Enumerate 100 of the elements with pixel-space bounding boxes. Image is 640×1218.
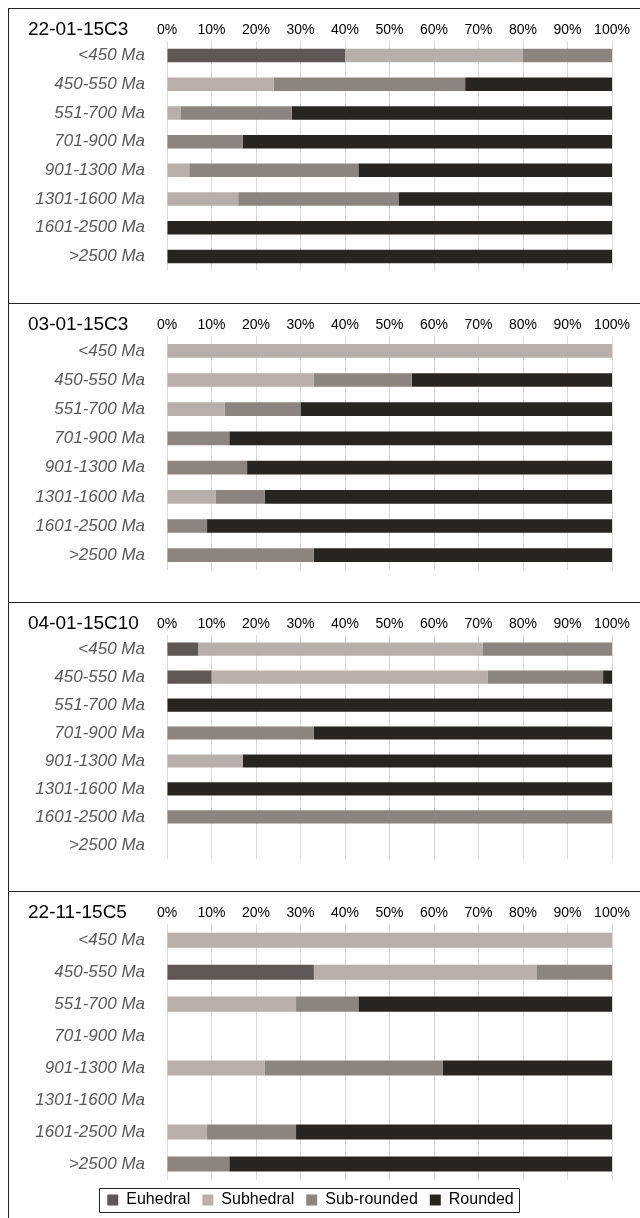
- y-tick-label: 901-1300 Ma: [44, 457, 145, 477]
- bar: [167, 810, 612, 824]
- bar: [167, 670, 212, 684]
- y-tick-label: 450-550 Ma: [54, 961, 145, 981]
- bar: [313, 548, 612, 563]
- x-tick-label: 10%: [197, 903, 226, 920]
- x-tick-label: 30%: [286, 20, 315, 37]
- x-tick-label: 70%: [464, 614, 493, 631]
- bar: [345, 48, 523, 63]
- x-tick-label: 90%: [553, 903, 582, 920]
- chart-title: 22-11-15C5: [28, 901, 127, 923]
- bar: [229, 1156, 612, 1172]
- bar: [167, 489, 216, 504]
- y-tick-label: 1301-1600 Ma: [35, 1089, 145, 1109]
- bar: [167, 642, 199, 656]
- bar: [264, 1060, 443, 1076]
- x-tick-label: 100%: [594, 903, 630, 920]
- x-tick-label: 70%: [464, 315, 493, 332]
- x-tick-label: 30%: [286, 315, 315, 332]
- x-tick-label: 50%: [375, 315, 404, 332]
- bar: [167, 106, 181, 120]
- x-tick-label: 30%: [286, 903, 315, 920]
- bar: [296, 996, 359, 1012]
- bar: [167, 249, 612, 264]
- x-tick-label: 50%: [375, 614, 404, 631]
- bar: [313, 373, 412, 387]
- x-tick-label: 0%: [156, 315, 178, 332]
- x-tick-label: 40%: [330, 903, 360, 920]
- x-tick-label: 30%: [286, 614, 315, 631]
- bar: [167, 221, 612, 235]
- x-tick-label: 80%: [508, 903, 538, 920]
- y-tick-label: 701-900 Ma: [54, 722, 145, 742]
- y-tick-label: 901-1300 Ma: [44, 160, 145, 180]
- bar: [167, 754, 243, 768]
- x-tick-label: 100%: [594, 20, 630, 37]
- y-tick-label: 1601-2500 Ma: [35, 217, 145, 237]
- y-tick-label: 901-1300 Ma: [44, 750, 145, 770]
- x-tick-label: 0%: [156, 20, 178, 37]
- x-tick-label: 60%: [419, 614, 449, 631]
- bar: [229, 431, 612, 446]
- x-tick-label: 20%: [241, 20, 271, 37]
- x-tick-label: 70%: [464, 903, 493, 920]
- bar: [603, 670, 612, 684]
- y-tick-label: <450 Ma: [78, 340, 145, 360]
- bar: [264, 489, 612, 504]
- bar: [167, 698, 612, 712]
- y-tick-label: 450-550 Ma: [54, 666, 145, 686]
- bar: [198, 642, 483, 656]
- bar: [167, 932, 612, 948]
- bar: [207, 1124, 297, 1140]
- bar: [215, 489, 265, 504]
- y-tick-label: 1601-2500 Ma: [35, 1121, 145, 1141]
- x-tick-label: 60%: [419, 20, 449, 37]
- legend-label: Rounded: [448, 1190, 514, 1208]
- x-tick-label: 20%: [241, 614, 271, 631]
- bar: [242, 754, 612, 768]
- x-tick-label: 70%: [464, 20, 493, 37]
- x-tick-label: 60%: [419, 315, 449, 332]
- x-tick-label: 80%: [508, 614, 538, 631]
- bar: [247, 460, 612, 475]
- bar: [411, 373, 612, 387]
- bar: [296, 1124, 612, 1140]
- bar: [167, 726, 314, 740]
- y-tick-label: >2500 Ma: [68, 1153, 145, 1173]
- bar: [167, 163, 190, 178]
- bar: [167, 134, 243, 149]
- y-tick-label: <450 Ma: [78, 638, 145, 658]
- bar: [536, 964, 612, 980]
- y-tick-label: 551-700 Ma: [54, 398, 145, 418]
- x-tick-label: 20%: [241, 315, 271, 332]
- bar: [273, 77, 466, 91]
- y-tick-label: 701-900 Ma: [54, 428, 145, 448]
- y-tick-label: 551-700 Ma: [54, 694, 145, 714]
- bar: [523, 48, 612, 63]
- bar: [313, 726, 612, 740]
- x-tick-label: 10%: [197, 315, 226, 332]
- y-tick-label: 1301-1600 Ma: [35, 188, 145, 208]
- x-tick-label: 80%: [508, 315, 538, 332]
- bar: [442, 1060, 612, 1076]
- chart-title: 22-01-15C3: [28, 18, 129, 40]
- bar: [358, 996, 612, 1012]
- bar: [482, 642, 612, 656]
- x-tick-label: 60%: [419, 903, 449, 920]
- y-tick-label: 450-550 Ma: [54, 369, 145, 389]
- bar: [167, 402, 225, 417]
- x-tick-label: 90%: [553, 20, 582, 37]
- x-tick-label: 100%: [594, 315, 630, 332]
- bar: [242, 134, 612, 149]
- bar: [167, 1156, 230, 1172]
- y-tick-label: 1301-1600 Ma: [35, 486, 145, 506]
- bar: [167, 519, 208, 533]
- legend-label: Sub-rounded: [325, 1190, 418, 1208]
- y-tick-label: 901-1300 Ma: [44, 1057, 145, 1077]
- chart-title: 04-01-15C10: [28, 612, 139, 634]
- bar: [167, 192, 239, 206]
- bar: [189, 163, 359, 178]
- bar: [211, 670, 488, 684]
- x-tick-label: 0%: [156, 614, 178, 631]
- bar: [487, 670, 604, 684]
- legend-label: Subhedral: [221, 1190, 295, 1208]
